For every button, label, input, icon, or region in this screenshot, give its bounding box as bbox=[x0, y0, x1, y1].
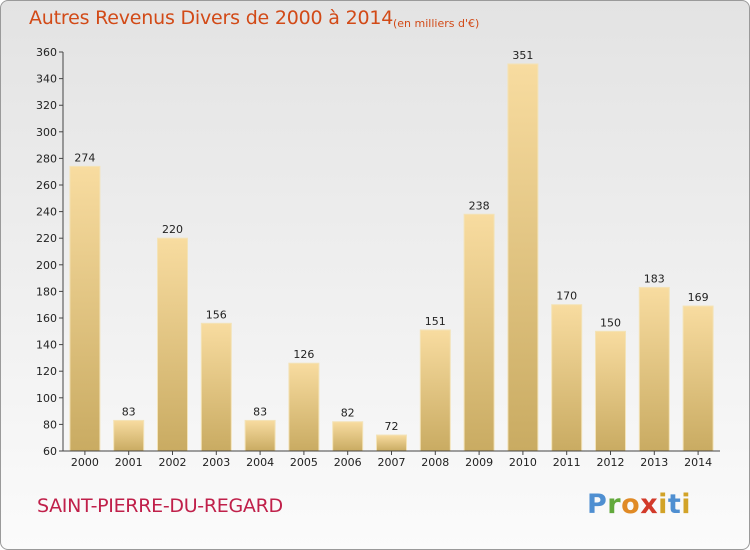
bar-2002 bbox=[157, 237, 188, 452]
x-tick-label: 2002 bbox=[159, 456, 187, 469]
bar-2004 bbox=[244, 419, 276, 452]
value-label: 126 bbox=[293, 348, 314, 361]
x-tick-label: 2011 bbox=[553, 456, 581, 469]
x-tick-label: 2005 bbox=[290, 456, 318, 469]
bar-2007 bbox=[376, 434, 407, 452]
bar-2006 bbox=[332, 421, 364, 452]
x-tick-label: 2007 bbox=[378, 456, 406, 469]
x-tick-label: 2001 bbox=[115, 456, 143, 469]
y-tick-label: 180 bbox=[36, 285, 57, 298]
y-tick-label: 160 bbox=[36, 312, 57, 325]
y-tick-label: 280 bbox=[36, 152, 57, 165]
value-label: 83 bbox=[253, 405, 267, 418]
x-tick-label: 2014 bbox=[684, 456, 712, 469]
value-label: 238 bbox=[469, 199, 490, 212]
value-label: 151 bbox=[425, 315, 446, 328]
value-label: 72 bbox=[385, 420, 399, 433]
x-tick-label: 2009 bbox=[465, 456, 493, 469]
value-label: 156 bbox=[206, 308, 227, 321]
value-label: 220 bbox=[162, 223, 183, 236]
x-tick-label: 2008 bbox=[421, 456, 449, 469]
x-tick-label: 2013 bbox=[640, 456, 668, 469]
y-tick-label: 120 bbox=[36, 365, 57, 378]
y-tick-label: 360 bbox=[36, 46, 57, 59]
y-tick-label: 100 bbox=[36, 392, 57, 405]
bar-2010 bbox=[507, 63, 539, 452]
x-tick-label: 2006 bbox=[334, 456, 362, 469]
y-tick-label: 200 bbox=[36, 259, 57, 272]
bar-2000 bbox=[69, 165, 101, 452]
bar-2001 bbox=[113, 419, 145, 452]
value-label: 169 bbox=[688, 291, 709, 304]
y-tick-label: 140 bbox=[36, 339, 57, 352]
bar-2008 bbox=[419, 329, 451, 452]
chart-title: Autres Revenus Divers de 2000 à 2014 bbox=[29, 7, 394, 29]
value-label: 183 bbox=[644, 272, 665, 285]
y-tick-label: 260 bbox=[36, 179, 57, 192]
chart-subtitle: (en milliers d'€) bbox=[393, 17, 480, 30]
bar-2009 bbox=[463, 213, 495, 452]
x-tick-label: 2004 bbox=[246, 456, 274, 469]
y-tick-label: 340 bbox=[36, 73, 57, 86]
value-label: 150 bbox=[600, 316, 621, 329]
bar-2003 bbox=[200, 322, 232, 452]
y-tick-label: 300 bbox=[36, 126, 57, 139]
value-label: 82 bbox=[341, 407, 355, 420]
bar-2011 bbox=[551, 304, 583, 452]
y-tick-label: 60 bbox=[43, 445, 57, 458]
bar-2014 bbox=[682, 305, 714, 452]
x-tick-label: 2000 bbox=[71, 456, 99, 469]
x-tick-label: 2003 bbox=[202, 456, 230, 469]
y-tick-label: 240 bbox=[36, 206, 57, 219]
commune-name: SAINT-PIERRE-DU-REGARD bbox=[37, 495, 283, 517]
y-tick-label: 220 bbox=[36, 232, 57, 245]
bar-2005 bbox=[288, 362, 320, 452]
bar-2012 bbox=[595, 330, 626, 452]
value-label: 170 bbox=[556, 290, 577, 303]
value-label: 351 bbox=[512, 49, 533, 62]
bar-2013 bbox=[638, 286, 670, 452]
x-tick-label: 2010 bbox=[509, 456, 537, 469]
y-tick-label: 320 bbox=[36, 99, 57, 112]
x-tick-label: 2012 bbox=[597, 456, 625, 469]
proxiti-logo[interactable]: Proxiti bbox=[587, 489, 692, 520]
value-label: 83 bbox=[122, 405, 136, 418]
y-tick-label: 80 bbox=[43, 418, 57, 431]
value-label: 274 bbox=[74, 151, 95, 164]
